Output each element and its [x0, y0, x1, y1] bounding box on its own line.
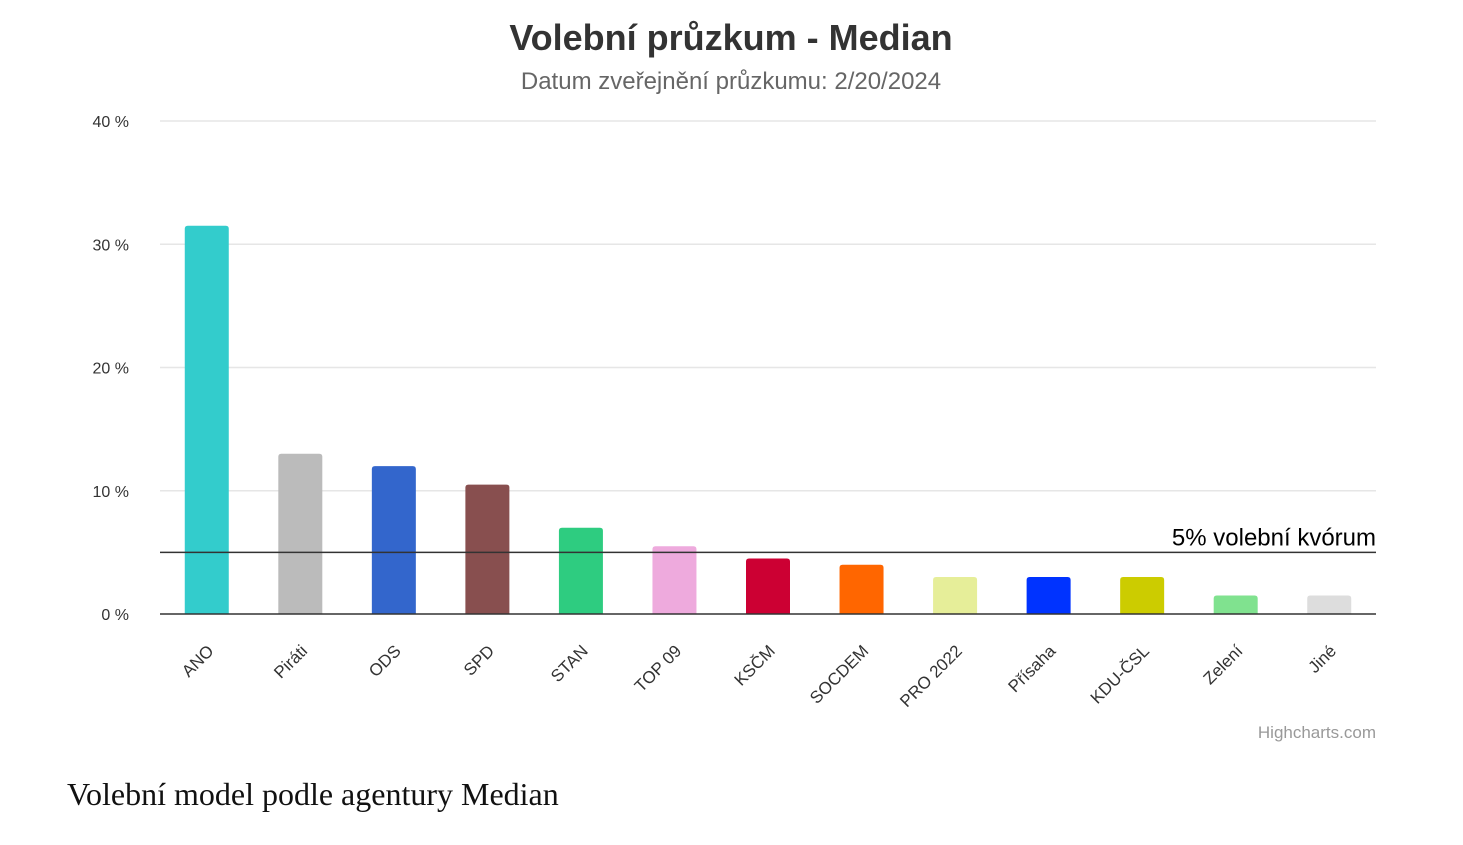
- chart-subtitle: Datum zveřejnění průzkumu: 2/20/2024: [521, 68, 941, 95]
- bar-stan[interactable]: [558, 527, 603, 614]
- bar-zelen-[interactable]: [1213, 595, 1258, 614]
- x-tick-label: Přísaha: [1005, 641, 1060, 696]
- y-tick-label: 20 %: [93, 361, 129, 378]
- bar-p-saha[interactable]: [1026, 577, 1071, 614]
- y-tick-label: 10 %: [93, 484, 129, 501]
- bar-ods[interactable]: [371, 466, 416, 614]
- x-axis: ANO Piráti ODS SPD STAN TOP 09 KSČM SOCDEM PRO 2…: [178, 641, 1340, 711]
- gridlines: [160, 120, 1376, 492]
- chart-title: Volební průzkum - Median: [509, 17, 952, 58]
- x-tick-label: ODS: [365, 641, 404, 680]
- x-tick-label: TOP 09: [631, 641, 685, 695]
- bar-ano[interactable]: [184, 225, 229, 614]
- credits-link[interactable]: Highcharts.com: [1258, 723, 1376, 742]
- x-tick-label: SPD: [460, 641, 498, 679]
- x-tick-label: SOCDEM: [806, 641, 872, 707]
- bar-jin-[interactable]: [1307, 595, 1352, 614]
- chart: Volební průzkum - Median Datum zveřejněn…: [93, 17, 1376, 742]
- bar-pir-ti[interactable]: [278, 453, 323, 614]
- bar-socdem[interactable]: [839, 564, 884, 614]
- y-tick-label: 0 %: [101, 607, 129, 624]
- y-tick-label: 30 %: [93, 237, 129, 254]
- x-tick-label: STAN: [547, 641, 592, 686]
- y-axis: 0 % 10 % 20 % 30 % 40 %: [93, 114, 129, 624]
- bar-kdu-sl[interactable]: [1120, 577, 1165, 614]
- x-tick-label: Piráti: [270, 641, 311, 682]
- bar-top-09[interactable]: [652, 546, 697, 614]
- bar-pro-2022[interactable]: [933, 577, 978, 614]
- x-tick-label: KDU-ČSL: [1087, 641, 1153, 707]
- x-tick-label: Zelení: [1200, 641, 1247, 688]
- figure-caption: Volební model podle agentury Median: [67, 776, 559, 812]
- bar-spd[interactable]: [465, 484, 510, 614]
- x-tick-label: PRO 2022: [896, 641, 966, 711]
- x-tick-label: KSČM: [731, 641, 779, 689]
- bar-ks-m[interactable]: [746, 558, 790, 614]
- x-tick-label: ANO: [178, 641, 217, 680]
- bars: [184, 225, 1352, 614]
- y-tick-label: 40 %: [93, 114, 129, 131]
- threshold-label: 5% volební kvórum: [1172, 524, 1376, 551]
- x-tick-label: Jiné: [1305, 641, 1340, 676]
